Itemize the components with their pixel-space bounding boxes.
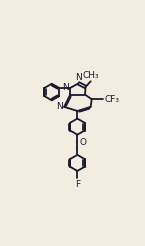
Text: CH₃: CH₃ [82, 71, 99, 80]
Text: F: F [75, 180, 80, 189]
Text: N: N [56, 102, 62, 111]
Text: N: N [62, 83, 69, 92]
Text: CF₃: CF₃ [105, 95, 119, 104]
Text: N: N [75, 73, 82, 81]
Text: O: O [79, 138, 86, 147]
